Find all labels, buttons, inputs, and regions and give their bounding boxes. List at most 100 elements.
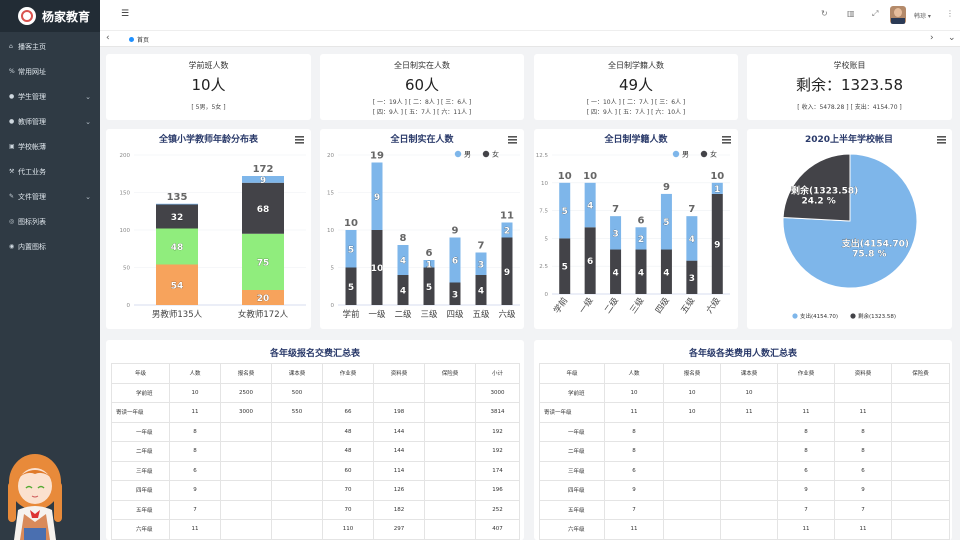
column-header[interactable]: 年级	[111, 363, 170, 384]
bar-segment	[584, 227, 596, 294]
mascot-mouth	[31, 495, 39, 498]
app-logo[interactable]: 杨家教育	[0, 0, 100, 32]
column-header[interactable]: 人数	[604, 363, 664, 384]
sidebar-item[interactable]: ◉ 内置图标	[0, 234, 100, 259]
mascot-book	[24, 528, 46, 540]
column-header[interactable]: 作业费	[777, 363, 835, 384]
column-header[interactable]: 保险费	[891, 363, 950, 384]
more-icon[interactable]: ⋮	[946, 9, 954, 18]
table-cell: 8	[834, 421, 892, 442]
table-cell: 11	[604, 519, 664, 540]
column-header[interactable]: 人数	[169, 363, 221, 384]
legend-label: 女	[492, 150, 499, 159]
table-cell: 8	[604, 421, 664, 442]
column-header[interactable]: 课本费	[720, 363, 778, 384]
table-cell: 297	[373, 519, 425, 540]
y-tick-label: 100	[120, 228, 131, 234]
menu-toggle-icon[interactable]: ☰	[121, 9, 130, 19]
data-label: 9	[374, 193, 380, 203]
chart-menu-icon[interactable]	[508, 136, 517, 144]
headcount-summary-card: 各年级各类费用人数汇总表 年级 人数 报名费 课本费 作业费 资料费 保险费 学前班 10 10 1…	[534, 340, 952, 540]
sidebar-item[interactable]: ⌂ 播客主页	[0, 34, 100, 59]
table-cell	[720, 519, 778, 540]
category-label: 学前	[342, 309, 360, 320]
mascot-eye-left	[25, 485, 33, 489]
data-label: 3	[612, 229, 618, 239]
pie-slice	[782, 153, 851, 222]
table-cell	[891, 480, 950, 501]
sidebar-item[interactable]: ◎ 图标列表	[0, 209, 100, 234]
bar-segment	[660, 249, 672, 294]
fee-summary-table: 年级 人数 报名费 课本费 作业费 资料费 保险费 小计 学前班 10 2500 500 3000 寄读一…	[111, 363, 520, 540]
y-tick-label: 10	[327, 228, 334, 234]
sidebar-item[interactable]: % 常用网址	[0, 59, 100, 84]
y-tick-label: 0	[545, 292, 549, 298]
column-header[interactable]: 报名费	[663, 363, 721, 384]
y-tick-label: 20	[327, 153, 334, 159]
teacher-icon: ●	[9, 118, 15, 125]
column-header[interactable]: 资料费	[373, 363, 425, 384]
column-header[interactable]: 报名费	[220, 363, 272, 384]
y-tick-label: 10	[541, 181, 548, 187]
table-row: 寄读一年级 11 10 11 11 11	[539, 402, 950, 423]
table-cell: 110	[322, 519, 374, 540]
table-cell	[220, 519, 272, 540]
chart-menu-icon[interactable]	[937, 136, 946, 144]
bar-segment	[686, 260, 698, 294]
table-cell: 10	[663, 402, 721, 423]
column-header[interactable]: 课本费	[271, 363, 323, 384]
table-cell	[663, 421, 721, 442]
table-cell: 6	[777, 460, 835, 481]
headcount-summary-title: 各年级各类费用人数汇总表	[688, 349, 797, 359]
home-icon: ⌂	[9, 43, 13, 50]
stat-value: 剩余：1323.58	[795, 76, 904, 94]
table-cell: 192	[475, 421, 520, 442]
data-label: 3	[689, 274, 695, 284]
table-row: 寄读一年级 11 3000 550 66 198 3814	[111, 402, 520, 423]
tab-scroll-left-icon[interactable]: ‹	[106, 33, 110, 43]
stat-card-fulltime-actual: 全日制实在人数 60人 [ 一：19人 ] [ 二：8人 ] [ 三：6人 ] …	[320, 54, 524, 120]
sidebar-item[interactable]: ▣ 学校帐薄	[0, 134, 100, 159]
category-label: 男教师135人	[152, 309, 203, 320]
table-cell: 四年级	[111, 480, 170, 501]
chart-menu-icon[interactable]	[295, 136, 304, 144]
user-menu[interactable]: 韩琼 ▾	[914, 13, 931, 20]
column-header[interactable]: 小计	[475, 363, 520, 384]
sidebar-item-label: 常用网址	[18, 67, 46, 76]
legend-label: 男	[682, 151, 689, 159]
legend-marker	[850, 313, 856, 319]
total-label: 10	[583, 171, 597, 182]
chart-menu-icon[interactable]	[722, 136, 731, 144]
sidebar-item[interactable]: ● 教师管理 ⌄	[0, 109, 100, 134]
table-cell: 407	[475, 519, 520, 540]
refresh-icon[interactable]: ↻	[821, 9, 828, 18]
column-header[interactable]: 年级	[539, 363, 605, 384]
data-label: 20	[257, 294, 270, 304]
tab-scroll-right-icon[interactable]: ›	[930, 33, 934, 43]
tab-options-icon[interactable]: ⌄	[948, 33, 956, 43]
data-label: 48	[171, 243, 184, 253]
table-cell	[663, 499, 721, 520]
data-label: 5	[663, 218, 669, 228]
data-label: 68	[257, 205, 270, 215]
sidebar-item[interactable]: ⚒ 代工业务	[0, 159, 100, 184]
tab-home[interactable]: 首页	[129, 35, 149, 44]
column-header[interactable]: 作业费	[322, 363, 374, 384]
total-label: 11	[500, 211, 514, 222]
table-cell: 3000	[475, 382, 520, 403]
table-header-row: 年级 人数 报名费 课本费 作业费 资料费 保险费 小计	[111, 363, 520, 384]
fullscreen-icon[interactable]: ⤢	[872, 9, 879, 18]
sidebar-item[interactable]: ✎ 文件管理 ⌄	[0, 184, 100, 209]
mascot-bangs	[16, 470, 54, 480]
bar-segment	[242, 233, 284, 290]
column-header[interactable]: 资料费	[834, 363, 892, 384]
sidebar-item[interactable]: ● 学生管理 ⌄	[0, 84, 100, 109]
slice-pct: 75.8 %	[852, 250, 886, 260]
avatar[interactable]	[890, 6, 906, 24]
table-cell	[891, 402, 950, 423]
column-header[interactable]: 保险费	[424, 363, 476, 384]
data-label: 4	[400, 257, 406, 267]
clear-cache-icon[interactable]: ▥	[847, 9, 855, 18]
mascot-face	[18, 468, 52, 504]
table-cell	[271, 499, 323, 520]
